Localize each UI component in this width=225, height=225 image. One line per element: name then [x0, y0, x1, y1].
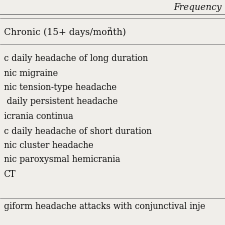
- Text: daily persistent headache: daily persistent headache: [4, 97, 118, 106]
- Text: c daily headache of short duration: c daily headache of short duration: [4, 126, 152, 135]
- Text: nic tension-type headache: nic tension-type headache: [4, 83, 117, 92]
- Text: CT: CT: [4, 170, 16, 179]
- Text: c daily headache of long duration: c daily headache of long duration: [4, 54, 148, 63]
- Text: nic migraine: nic migraine: [4, 68, 58, 77]
- Text: nic cluster headache: nic cluster headache: [4, 141, 94, 150]
- Text: Frequency: Frequency: [173, 3, 222, 12]
- Text: icrania continua: icrania continua: [4, 112, 73, 121]
- Text: nic paroxysmal hemicrania: nic paroxysmal hemicrania: [4, 155, 120, 164]
- Text: giform headache attacks with conjunctival inje: giform headache attacks with conjunctiva…: [4, 202, 205, 211]
- Text: 2: 2: [108, 27, 112, 32]
- Text: Chronic (15+ days/month): Chronic (15+ days/month): [4, 28, 126, 37]
